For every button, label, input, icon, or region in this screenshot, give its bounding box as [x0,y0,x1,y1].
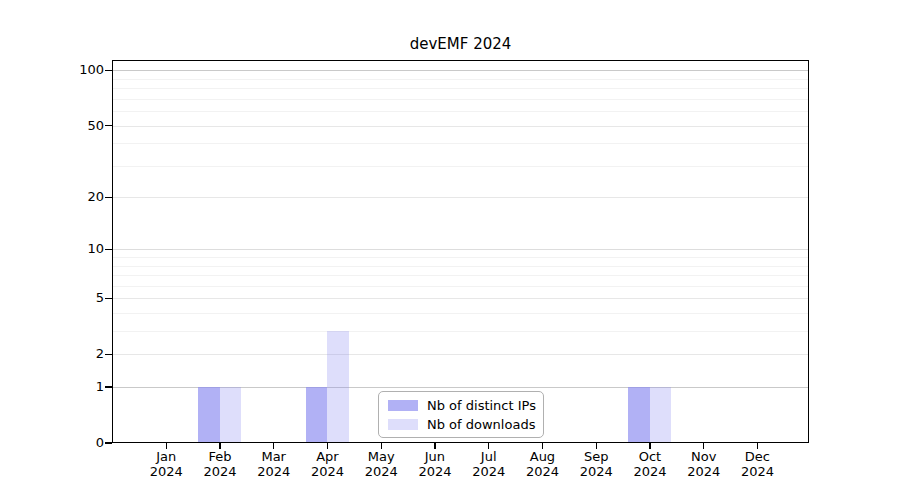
plot-area [112,60,809,443]
gridline-y-minor-3 [112,331,809,332]
gridline-y-100 [112,70,809,71]
bar-distinct-ips-feb [198,387,220,443]
chart-figure: devEMF 2024 Nb of distinct IPs Nb of dow… [0,0,900,500]
bar-distinct-ips-apr [306,387,328,443]
y-tick-label-10: 10 [60,242,104,256]
y-tick-label-20: 20 [60,190,104,204]
x-tick-jul [488,443,489,449]
gridline-y-minor-70 [112,99,809,100]
legend-item-downloads: Nb of downloads [388,417,543,432]
x-tick-may [381,443,382,449]
legend-swatch-distinct-ips-icon [388,400,418,411]
y-tick-1 [105,386,112,387]
bar-distinct-ips-oct [628,387,650,443]
bar-downloads-oct [650,387,672,443]
y-tick-50 [105,125,112,126]
y-tick-5 [105,298,112,299]
y-tick-label-2: 2 [60,347,104,361]
legend-item-distinct-ips: Nb of distinct IPs [388,398,543,413]
gridline-y-20 [112,197,809,198]
gridline-y-minor-4 [112,313,809,314]
gridline-y-minor-60 [112,111,809,112]
y-tick-label-0: 0 [60,436,104,450]
bar-downloads-feb [220,387,242,443]
legend-label-downloads: Nb of downloads [427,417,535,432]
y-tick-10 [105,249,112,250]
y-tick-20 [105,197,112,198]
y-tick-100 [105,70,112,71]
x-tick-sep [596,443,597,449]
legend: Nb of distinct IPs Nb of downloads [378,391,544,438]
chart-title: devEMF 2024 [112,35,809,53]
gridline-y-minor-30 [112,166,809,167]
gridline-y-2 [112,354,809,355]
x-tick-apr [327,443,328,449]
gridline-y-minor-7 [112,275,809,276]
gridline-y-minor-8 [112,266,809,267]
y-tick-0 [105,442,112,443]
x-tick-oct [649,443,650,449]
x-tick-dec [757,443,758,449]
x-tick-jan [166,443,167,449]
y-tick-label-50: 50 [60,119,104,133]
x-tick-jun [434,443,435,449]
x-tick-aug [542,443,543,449]
gridline-y-50 [112,126,809,127]
y-tick-label-1: 1 [60,380,104,394]
bar-downloads-apr [327,331,349,443]
y-tick-2 [105,354,112,355]
gridline-y-minor-40 [112,143,809,144]
gridline-y-minor-80 [112,88,809,89]
y-tick-label-100: 100 [60,63,104,77]
gridline-y-minor-9 [112,257,809,258]
x-tick-mar [273,443,274,449]
gridline-y-minor-90 [112,79,809,80]
legend-label-distinct-ips: Nb of distinct IPs [427,398,536,413]
gridline-y-minor-6 [112,286,809,287]
gridline-y-5 [112,298,809,299]
x-tick-label-dec: Dec2024 [725,449,789,479]
x-tick-nov [703,443,704,449]
legend-swatch-downloads-icon [388,419,418,430]
y-tick-label-5: 5 [60,291,104,305]
gridline-y-10 [112,249,809,250]
x-tick-feb [219,443,220,449]
